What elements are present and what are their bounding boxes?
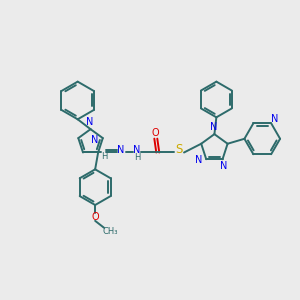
Text: N: N	[210, 122, 217, 132]
Text: N: N	[117, 145, 124, 154]
Text: H: H	[102, 152, 108, 161]
Text: CH₃: CH₃	[102, 227, 118, 236]
Text: N: N	[220, 161, 227, 171]
Text: N: N	[272, 114, 279, 124]
Text: H: H	[134, 153, 141, 162]
Text: N: N	[195, 155, 202, 165]
Text: O: O	[91, 212, 99, 222]
Text: O: O	[152, 128, 159, 138]
Text: N: N	[86, 117, 93, 127]
Text: N: N	[91, 135, 99, 145]
Text: N: N	[133, 145, 140, 154]
Text: S: S	[176, 143, 183, 156]
